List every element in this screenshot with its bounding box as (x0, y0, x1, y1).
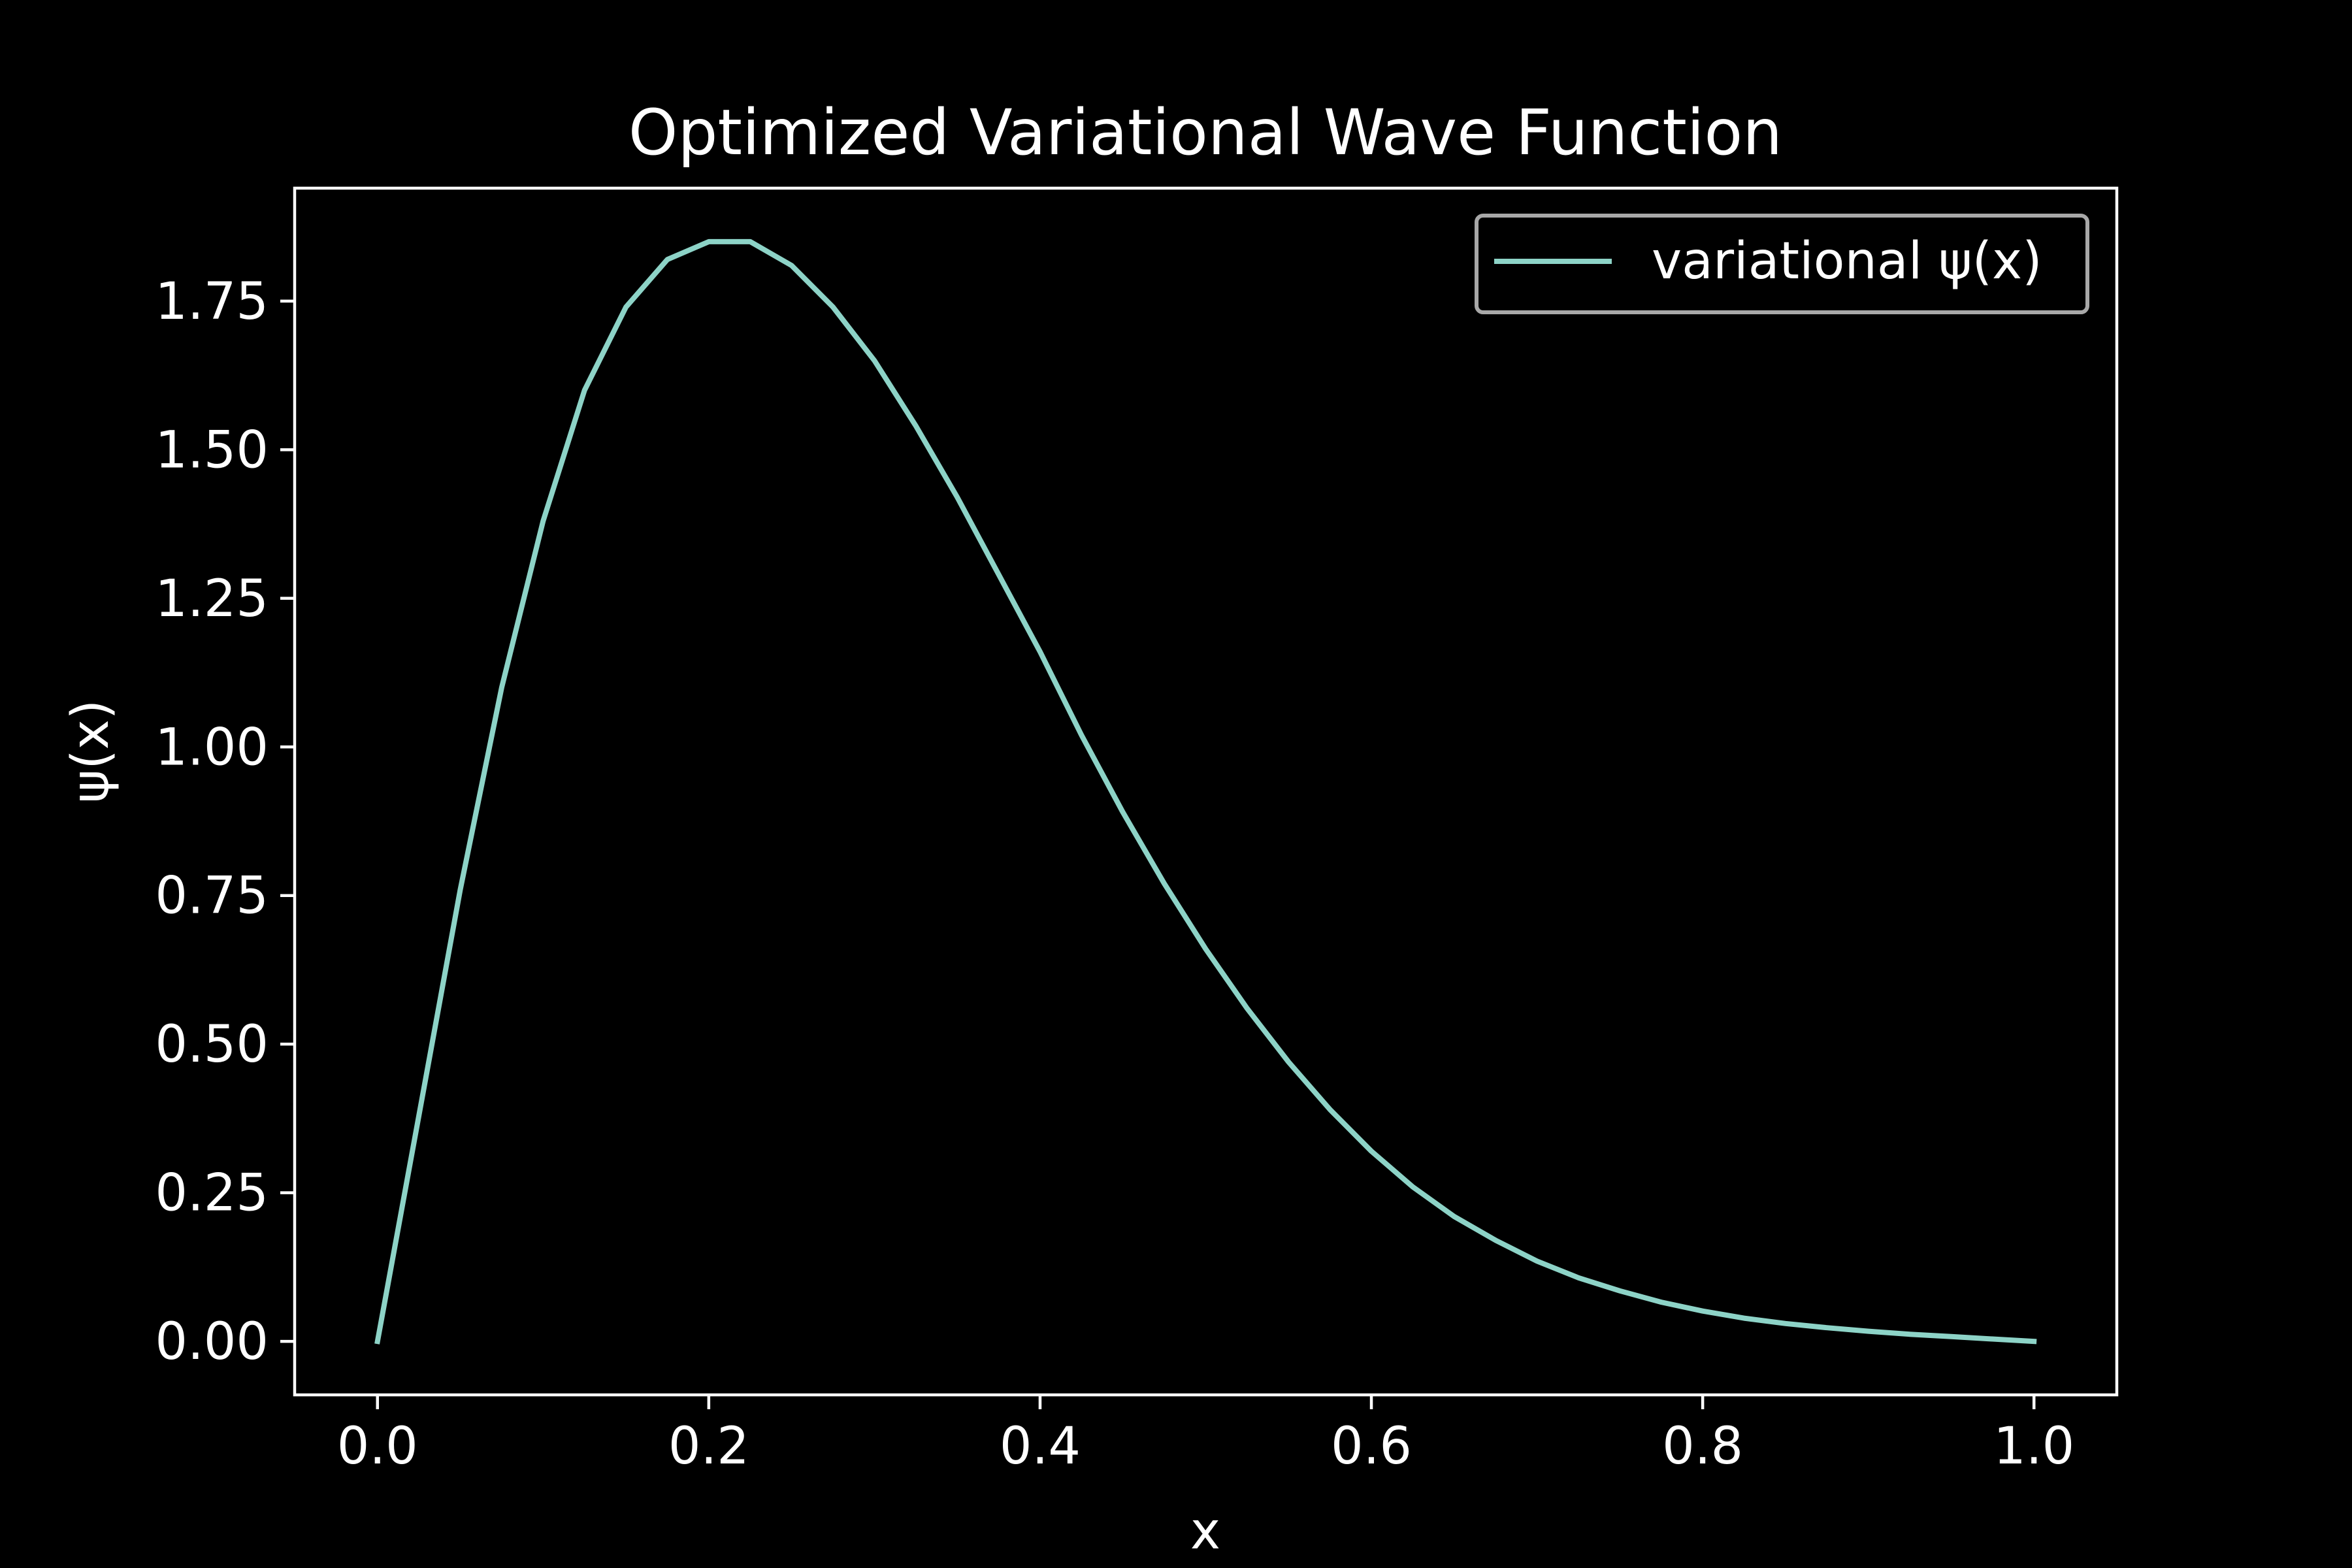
series-line-0 (374, 238, 2037, 1345)
legend: variational ψ(x) (1475, 214, 2089, 314)
x-tick-label: 0.2 (668, 1417, 749, 1476)
y-axis: 0.00 0.25 0.50 0.75 1.00 1.25 1.50 1.75 (155, 272, 295, 1371)
y-tick-label: 1.25 (155, 570, 269, 629)
plot-area (293, 186, 2119, 1397)
x-tick-label: 0.6 (1331, 1417, 1412, 1476)
x-tick-label: 0.8 (1662, 1417, 1743, 1476)
y-tick-label: 0.25 (155, 1164, 269, 1223)
axes-frame (293, 186, 2119, 1397)
y-axis-label: ψ(x) (61, 700, 120, 803)
y-tick-label: 1.50 (155, 421, 269, 480)
y-tick-label: 0.50 (155, 1015, 269, 1074)
legend-label: variational ψ(x) (1652, 232, 2042, 291)
y-tick-label: 1.75 (155, 272, 269, 331)
x-tick-label: 1.0 (1993, 1417, 2074, 1476)
legend-box (1475, 214, 2089, 314)
x-tick-label: 0.0 (337, 1417, 418, 1476)
y-tick-label: 0.00 (155, 1313, 269, 1371)
x-tick-label: 0.4 (1000, 1417, 1081, 1476)
chart-title: Optimized Variational Wave Function (629, 96, 1782, 169)
x-axis: 0.0 0.2 0.4 0.6 0.8 1.0 (337, 1395, 2074, 1476)
x-axis-label: x (1190, 1502, 1220, 1561)
y-tick-label: 0.75 (155, 867, 269, 926)
y-tick-label: 1.00 (155, 718, 269, 777)
